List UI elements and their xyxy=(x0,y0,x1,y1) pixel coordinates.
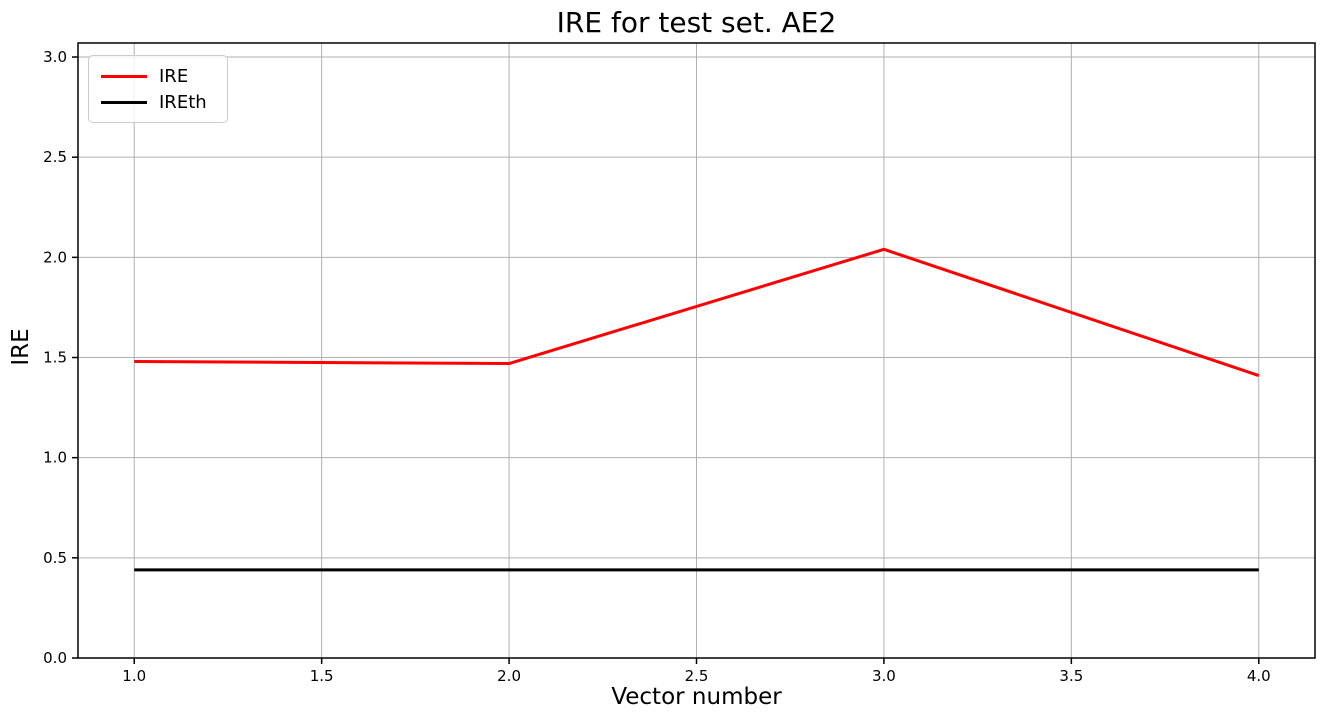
x-tick-label: 2.5 xyxy=(685,667,709,685)
y-tick-label: 3.0 xyxy=(43,48,67,66)
x-tick-label: 3.5 xyxy=(1059,667,1083,685)
legend-line-swatch-ireth xyxy=(101,100,147,104)
x-tick-label: 1.5 xyxy=(310,667,334,685)
series-line-ire xyxy=(134,247,1260,377)
x-tick-label: 1.0 xyxy=(122,667,146,685)
x-tick-label: 4.0 xyxy=(1247,667,1271,685)
y-tick-label: 2.5 xyxy=(43,148,67,166)
legend-item-ireth: IREth xyxy=(101,91,215,113)
chart-title: IRE for test set. AE2 xyxy=(556,6,837,39)
legend-box: IRE IREth xyxy=(88,55,228,123)
y-tick-label: 1.5 xyxy=(43,349,67,367)
plot-border xyxy=(77,42,1316,659)
legend-line-swatch-ire xyxy=(101,74,147,78)
y-axis-label: IRE xyxy=(8,328,34,366)
y-tick-label: 0.0 xyxy=(43,649,67,667)
x-tick-label: 3.0 xyxy=(872,667,896,685)
legend-label-ire: IRE xyxy=(159,65,189,87)
x-axis-label: Vector number xyxy=(611,684,782,710)
y-tick-label: 1.0 xyxy=(43,449,67,467)
legend-label-ireth: IREth xyxy=(159,91,207,113)
x-tick-label: 2.0 xyxy=(497,667,521,685)
y-tick-label: 0.5 xyxy=(43,549,67,567)
legend-item-ire: IRE xyxy=(101,65,215,87)
y-tick-label: 2.0 xyxy=(43,248,67,266)
